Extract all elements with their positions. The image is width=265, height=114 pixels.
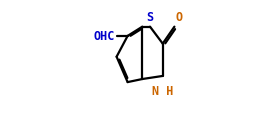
Text: N H: N H: [152, 84, 173, 97]
Text: S: S: [147, 11, 154, 24]
Text: O: O: [176, 11, 183, 24]
Text: OHC: OHC: [93, 30, 114, 43]
